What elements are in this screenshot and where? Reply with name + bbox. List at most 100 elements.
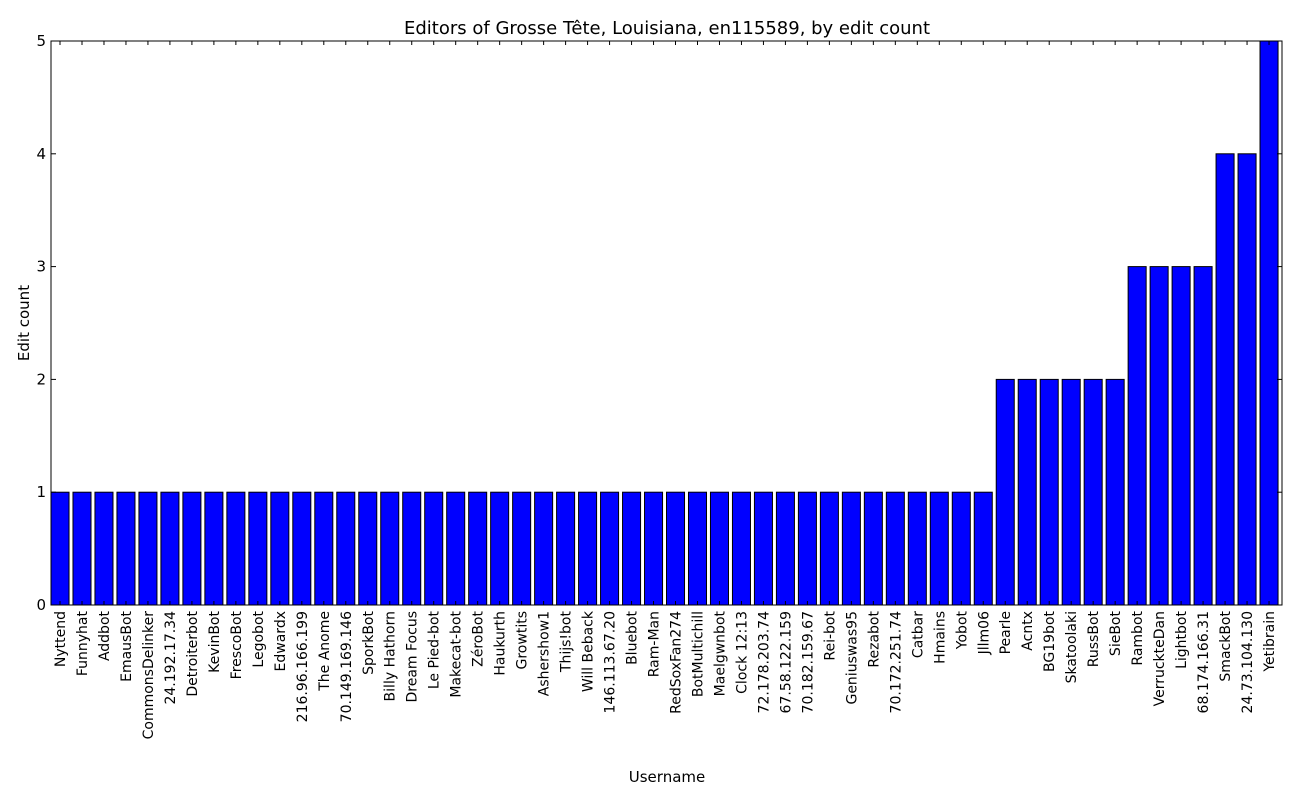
y-tick-label-0: 0 <box>36 596 46 614</box>
x-tick-label-29: BotMultichill <box>690 611 706 697</box>
y-axis: 0 1 2 3 4 5 <box>36 32 1282 614</box>
bar-2 <box>94 491 114 606</box>
x-tick-label-38: 70.172.251.74 <box>888 611 904 714</box>
bar-14 <box>358 491 378 606</box>
bar-53 <box>1215 153 1235 606</box>
bar-29 <box>687 491 708 606</box>
bar-44 <box>1017 378 1037 606</box>
x-tick-label-50: VerruckteDan <box>1152 611 1168 706</box>
x-tick-label-7: KevinBot <box>207 610 223 672</box>
x-tick-label-26: Bluebot <box>625 610 641 664</box>
bar-54 <box>1237 153 1257 606</box>
x-tick-label-10: Edwardx <box>273 611 289 671</box>
x-tick-label-41: Yobot <box>954 610 970 650</box>
bar-40 <box>929 491 949 606</box>
bar-49 <box>1127 266 1147 606</box>
bar-30 <box>709 491 729 606</box>
x-tick-label-40: Hmains <box>932 611 948 664</box>
x-tick-label-25: 146.113.67.20 <box>603 611 619 713</box>
bar-41 <box>951 491 971 606</box>
x-axis: Nyttend Funnyhat Addbot EmausBot CommonsDeli… <box>53 41 1278 739</box>
bar-25 <box>600 491 620 606</box>
x-tick-label-27: Ram-Man <box>647 611 663 677</box>
x-tick-label-2: Addbot <box>97 610 113 661</box>
bar-9 <box>248 491 268 606</box>
x-tick-label-1: Funnyhat <box>75 610 91 676</box>
x-tick-label-12: The Anome <box>317 611 333 692</box>
x-tick-label-16: Dream Focus <box>405 611 421 703</box>
plot-frame <box>50 40 1283 606</box>
x-tick-label-48: SieBot <box>1108 611 1124 657</box>
y-tick-label-2: 2 <box>36 370 46 388</box>
x-tick-label-15: Billy Hathorn <box>383 611 399 701</box>
bar-31 <box>731 491 751 606</box>
x-axis-label: Username <box>629 768 705 786</box>
bar-8 <box>226 491 246 606</box>
bar-1 <box>72 491 92 606</box>
x-tick-label-30: Maelgwnbot <box>712 610 728 696</box>
x-tick-label-33: 67.58.122.159 <box>778 611 794 713</box>
bar-32 <box>753 491 773 606</box>
x-tick-label-44: Acntx <box>1020 611 1036 651</box>
x-tick-label-19: ZéroBot <box>471 611 487 667</box>
bar-55 <box>1259 40 1279 606</box>
x-tick-label-24: Will Beback <box>581 610 597 692</box>
x-tick-label-17: Le Pied-bot <box>427 610 443 689</box>
x-tick-label-54: 24.73.104.130 <box>1240 611 1256 713</box>
x-tick-label-13: 70.149.169.146 <box>339 611 355 722</box>
bar-45 <box>1039 378 1059 606</box>
bar-36 <box>841 491 861 606</box>
bar-13 <box>336 491 356 606</box>
bar-28 <box>666 491 686 606</box>
bar-38 <box>885 491 905 606</box>
bar-5 <box>160 491 180 606</box>
bar-48 <box>1105 378 1125 606</box>
bars-group <box>50 40 1279 606</box>
bar-11 <box>292 491 312 606</box>
bar-19 <box>468 491 488 606</box>
x-tick-label-32: 72.178.203.74 <box>756 611 772 714</box>
x-tick-label-36: Geniuswas95 <box>844 611 860 705</box>
bar-20 <box>490 491 510 606</box>
x-tick-label-21: Growtits <box>515 611 531 669</box>
bar-51 <box>1171 266 1191 606</box>
bar-6 <box>182 491 202 606</box>
x-tick-label-11: 216.96.166.199 <box>295 611 311 722</box>
x-tick-label-35: Rei-bot <box>822 611 838 661</box>
x-tick-label-18: Makecat-bot <box>449 610 465 697</box>
bar-10 <box>270 491 290 606</box>
bar-34 <box>797 491 817 606</box>
bar-43 <box>995 378 1015 606</box>
bar-7 <box>204 491 224 606</box>
x-tick-label-14: SporkBot <box>361 611 377 675</box>
bar-26 <box>622 491 642 606</box>
x-tick-label-9: Legobot <box>251 610 267 667</box>
bar-15 <box>380 491 400 606</box>
bar-47 <box>1083 378 1103 606</box>
chart-title: Editors of Grosse Tête, Louisiana, en115… <box>404 18 930 39</box>
x-tick-label-43: Pearle <box>998 611 1014 654</box>
bar-50 <box>1149 266 1169 606</box>
x-tick-label-34: 70.182.159.67 <box>800 611 816 713</box>
x-tick-label-31: Clock 12:13 <box>734 611 750 694</box>
bar-16 <box>402 491 422 606</box>
bar-35 <box>819 491 839 606</box>
bar-39 <box>907 491 927 606</box>
bar-4 <box>138 491 158 606</box>
x-tick-label-49: Rambot <box>1130 610 1146 665</box>
x-tick-label-51: Lightbot <box>1174 611 1190 669</box>
bar-24 <box>578 491 598 606</box>
bar-17 <box>424 491 444 606</box>
x-tick-label-6: Detroiterbot <box>185 610 201 696</box>
x-tick-label-42: Jllm06 <box>976 611 992 655</box>
x-tick-label-53: SmackBot <box>1218 611 1234 682</box>
bar-27 <box>644 491 664 606</box>
x-tick-label-20: Haukurth <box>493 611 509 676</box>
bar-42 <box>973 491 993 606</box>
x-tick-label-4: CommonsDelinker <box>141 611 157 740</box>
x-tick-label-8: FrescoBot <box>229 610 245 679</box>
bar-3 <box>116 491 136 606</box>
bar-52 <box>1193 266 1213 606</box>
bar-37 <box>863 491 883 606</box>
